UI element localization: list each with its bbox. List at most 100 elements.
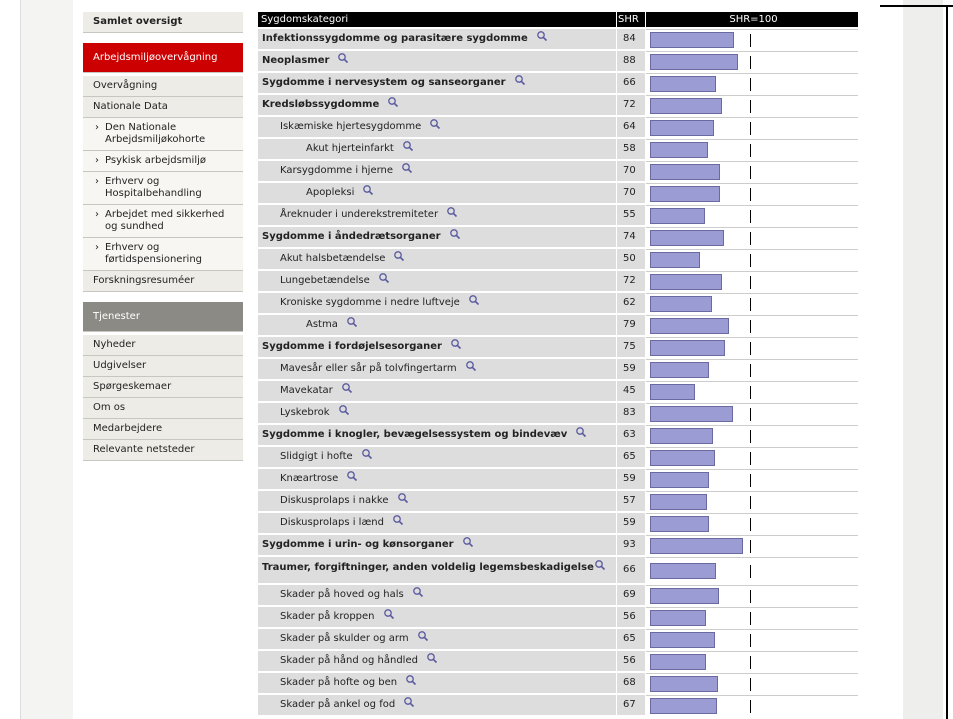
category-name[interactable]: Skader på hoved og hals bbox=[280, 589, 404, 600]
reference-line bbox=[750, 34, 751, 47]
table-row: Knæartrose 59 bbox=[258, 469, 858, 489]
search-icon[interactable] bbox=[450, 338, 462, 350]
reference-line bbox=[750, 56, 751, 69]
nav-section[interactable]: Arbejdsmiljøovervågning bbox=[83, 43, 243, 73]
table-row: Skader på skulder og arm 65 bbox=[258, 629, 858, 649]
search-icon[interactable] bbox=[429, 118, 441, 130]
nav-sublink[interactable]: Arbejdet med sikkerhed og sundhed bbox=[83, 205, 243, 238]
category-name[interactable]: Karsygdomme i hjerne bbox=[280, 165, 394, 176]
category-name[interactable]: Sygdomme i åndedrætsorganer bbox=[262, 231, 441, 242]
category-name[interactable]: Sygdomme i urin- og kønsorganer bbox=[262, 539, 454, 550]
nav-link[interactable]: Medarbejdere bbox=[83, 419, 243, 440]
shr-bar bbox=[650, 318, 729, 334]
search-icon[interactable] bbox=[383, 608, 395, 620]
nav-link[interactable]: Samlet oversigt bbox=[83, 12, 243, 33]
category-name[interactable]: Knæartrose bbox=[280, 473, 339, 484]
category-cell: Slidgigt i hofte bbox=[258, 447, 616, 467]
category-name[interactable]: Skader på hofte og ben bbox=[280, 677, 398, 688]
search-icon[interactable] bbox=[426, 652, 438, 664]
category-name[interactable]: Skader på ankel og fod bbox=[280, 699, 396, 710]
search-icon[interactable] bbox=[397, 492, 409, 504]
search-icon[interactable] bbox=[403, 696, 415, 708]
category-cell: Infektionssygdomme og parasitære sygdomm… bbox=[258, 29, 616, 49]
category-name[interactable]: Sygdomme i fordøjelsesorganer bbox=[262, 341, 442, 352]
table-row: Kroniske sygdomme i nedre luftveje 62 bbox=[258, 293, 858, 313]
nav-sublink[interactable]: Erhverv og Hospitalbehandling bbox=[83, 172, 243, 205]
search-icon[interactable] bbox=[362, 184, 374, 196]
category-name[interactable]: Åreknuder i underekstremiteter bbox=[280, 209, 439, 220]
category-name[interactable]: Apopleksi bbox=[306, 187, 355, 198]
search-icon[interactable] bbox=[468, 294, 480, 306]
category-name[interactable]: Kroniske sygdomme i nedre luftveje bbox=[280, 297, 460, 308]
table-row: Sygdomme i knogler, bevægelsessystem og … bbox=[258, 425, 858, 445]
search-icon[interactable] bbox=[465, 360, 477, 372]
category-name[interactable]: Sygdomme i knogler, bevægelsessystem og … bbox=[262, 429, 568, 440]
search-icon[interactable] bbox=[536, 30, 548, 42]
bar-cell bbox=[646, 73, 858, 93]
shr-bar bbox=[650, 494, 707, 510]
reference-line bbox=[750, 122, 751, 135]
search-icon[interactable] bbox=[446, 206, 458, 218]
search-icon[interactable] bbox=[387, 96, 399, 108]
search-icon[interactable] bbox=[462, 536, 474, 548]
shr-value: 59 bbox=[617, 469, 645, 489]
category-name[interactable]: Mavekatar bbox=[280, 385, 333, 396]
category-name[interactable]: Lyskebrok bbox=[280, 407, 330, 418]
search-icon[interactable] bbox=[346, 470, 358, 482]
nav-section[interactable]: Tjenester bbox=[83, 302, 243, 332]
nav-sublink[interactable]: Psykisk arbejdsmiljø bbox=[83, 151, 243, 172]
nav-link[interactable]: Spørgeskemaer bbox=[83, 377, 243, 398]
reference-line bbox=[750, 678, 751, 691]
search-icon[interactable] bbox=[361, 448, 373, 460]
search-icon[interactable] bbox=[417, 630, 429, 642]
nav-sublink[interactable]: Erhverv og førtidspensionering bbox=[83, 238, 243, 271]
category-name[interactable]: Lungebetændelse bbox=[280, 275, 370, 286]
search-icon[interactable] bbox=[575, 426, 587, 438]
nav-link[interactable]: Overvågning bbox=[83, 76, 243, 97]
search-icon[interactable] bbox=[378, 272, 390, 284]
search-icon[interactable] bbox=[412, 586, 424, 598]
nav-sublink[interactable]: Den Nationale Arbejdsmiljøkohorte bbox=[83, 118, 243, 151]
category-name[interactable]: Diskusprolaps i nakke bbox=[280, 495, 389, 506]
search-icon[interactable] bbox=[337, 52, 349, 64]
nav-link[interactable]: Nyheder bbox=[83, 335, 243, 356]
shr-bar bbox=[650, 472, 709, 488]
search-icon[interactable] bbox=[338, 404, 350, 416]
category-name[interactable]: Skader på hånd og håndled bbox=[280, 655, 418, 666]
search-icon[interactable] bbox=[514, 74, 526, 86]
search-icon[interactable] bbox=[401, 162, 413, 174]
search-icon[interactable] bbox=[594, 559, 606, 571]
shr-value: 93 bbox=[617, 535, 645, 555]
nav-link[interactable]: Udgivelser bbox=[83, 356, 243, 377]
nav-link[interactable]: Forskningsresuméer bbox=[83, 271, 243, 292]
reference-line bbox=[750, 100, 751, 113]
search-icon[interactable] bbox=[392, 514, 404, 526]
category-name[interactable]: Traumer, forgiftninger, anden voldelig l… bbox=[262, 562, 594, 573]
category-name[interactable]: Akut halsbetændelse bbox=[280, 253, 386, 264]
category-name[interactable]: Akut hjerteinfarkt bbox=[306, 143, 394, 154]
nav-link[interactable]: Nationale Data bbox=[83, 97, 243, 118]
search-icon[interactable] bbox=[402, 140, 414, 152]
search-icon[interactable] bbox=[346, 316, 358, 328]
nav-link[interactable]: Relevante netsteder bbox=[83, 440, 243, 461]
category-name[interactable]: Astma bbox=[306, 319, 338, 330]
category-name[interactable]: Mavesår eller sår på tolvfingertarm bbox=[280, 363, 457, 374]
search-icon[interactable] bbox=[393, 250, 405, 262]
category-name[interactable]: Slidgigt i hofte bbox=[280, 451, 353, 462]
shr-bar bbox=[650, 428, 713, 444]
shr-value: 56 bbox=[617, 651, 645, 671]
category-name[interactable]: Infektionssygdomme og parasitære sygdomm… bbox=[262, 33, 528, 44]
category-name[interactable]: Diskusprolaps i lænd bbox=[280, 517, 384, 528]
category-name[interactable]: Kredsløbssygdomme bbox=[262, 99, 380, 110]
category-name[interactable]: Iskæmiske hjertesygdomme bbox=[280, 121, 422, 132]
search-icon[interactable] bbox=[341, 382, 353, 394]
shr-value: 68 bbox=[617, 673, 645, 693]
table-row: Skader på hånd og håndled 56 bbox=[258, 651, 858, 671]
category-name[interactable]: Neoplasmer bbox=[262, 55, 330, 66]
search-icon[interactable] bbox=[405, 674, 417, 686]
category-name[interactable]: Skader på skulder og arm bbox=[280, 633, 409, 644]
nav-link[interactable]: Om os bbox=[83, 398, 243, 419]
search-icon[interactable] bbox=[449, 228, 461, 240]
category-name[interactable]: Sygdomme i nervesystem og sanseorganer bbox=[262, 77, 506, 88]
category-name[interactable]: Skader på kroppen bbox=[280, 611, 375, 622]
